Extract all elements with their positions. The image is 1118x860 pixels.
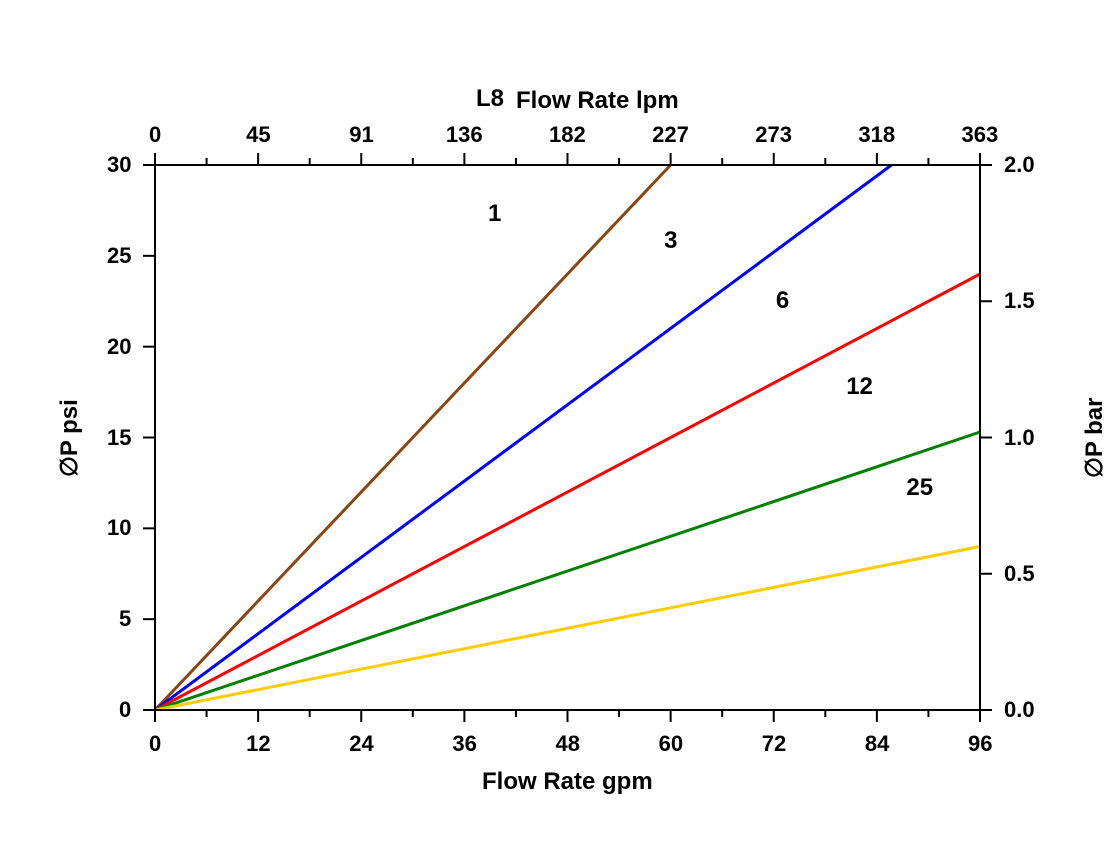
x-bottom-tick-label: 60 [659, 731, 683, 757]
x-top-tick-label: 273 [755, 122, 792, 148]
x-top-tick-label: 0 [149, 122, 161, 148]
chart-container: L8 Flow Rate lpm Flow Rate gpm ∅P psi ∅P… [0, 0, 1118, 860]
x-axis-top-label: Flow Rate lpm [516, 87, 679, 115]
y-right-tick-label: 0.5 [1004, 561, 1035, 587]
x-bottom-tick-label: 96 [968, 731, 992, 757]
y-left-tick-label: 20 [107, 334, 131, 360]
y-left-tick-label: 0 [119, 697, 131, 723]
x-top-tick-label: 363 [962, 122, 999, 148]
x-bottom-tick-label: 84 [865, 731, 889, 757]
y-right-tick-label: 1.5 [1004, 288, 1035, 314]
y-right-tick-label: 2.0 [1004, 152, 1035, 178]
y-left-tick-label: 25 [107, 243, 131, 269]
x-bottom-tick-label: 12 [246, 731, 270, 757]
x-top-tick-label: 45 [246, 122, 270, 148]
x-top-tick-label: 227 [652, 122, 689, 148]
series-label: 25 [906, 474, 933, 502]
x-top-tick-label: 182 [549, 122, 586, 148]
y-axis-right-label: ∅P bar [1080, 398, 1109, 479]
y-left-tick-label: 5 [119, 606, 131, 632]
x-bottom-tick-label: 48 [556, 731, 580, 757]
series-line [155, 165, 891, 710]
y-left-tick-label: 15 [107, 425, 131, 451]
x-axis-bottom-label: Flow Rate gpm [482, 768, 653, 796]
y-right-tick-label: 0.0 [1004, 697, 1035, 723]
chart-title-prefix: L8 [476, 85, 504, 113]
x-bottom-tick-label: 24 [349, 731, 373, 757]
y-axis-left-label: ∅P psi [55, 399, 84, 477]
series-line [155, 274, 980, 710]
x-top-tick-label: 91 [349, 122, 373, 148]
y-left-tick-label: 30 [107, 152, 131, 178]
x-bottom-tick-label: 36 [452, 731, 476, 757]
x-bottom-tick-label: 72 [762, 731, 786, 757]
series-label: 3 [664, 227, 677, 255]
x-top-tick-label: 136 [446, 122, 483, 148]
series-label: 12 [846, 373, 873, 401]
series-label: 6 [776, 287, 789, 315]
y-right-tick-label: 1.0 [1004, 425, 1035, 451]
series-label: 1 [488, 200, 501, 228]
x-bottom-tick-label: 0 [149, 731, 161, 757]
series-line [155, 165, 671, 710]
y-left-tick-label: 10 [107, 515, 131, 541]
x-top-tick-label: 318 [858, 122, 895, 148]
